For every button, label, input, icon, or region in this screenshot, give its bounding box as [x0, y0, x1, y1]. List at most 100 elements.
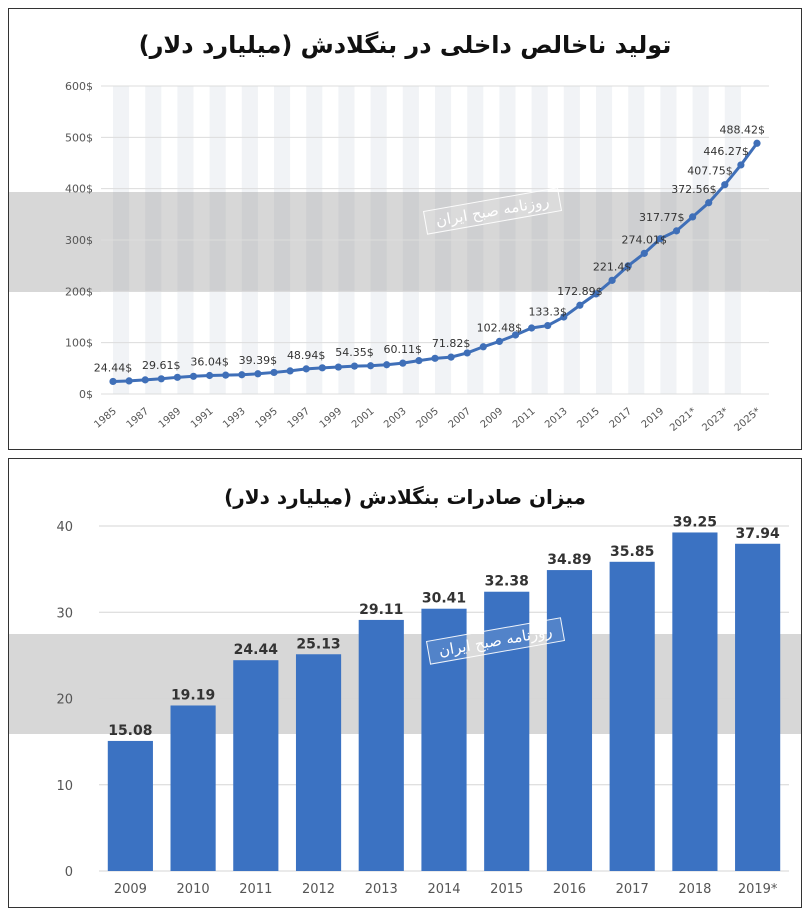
gdp-data-point [672, 227, 681, 235]
gdp-data-label: 36.04$ [190, 355, 229, 368]
gdp-data-point [415, 357, 423, 365]
y-tick-label: 0 [65, 865, 73, 880]
gdp-data-label: 274.01$ [622, 233, 668, 246]
gdp-data-point [222, 371, 230, 379]
gdp-data-label: 221.4$ [593, 260, 632, 273]
export-value-label: 35.85 [610, 544, 654, 560]
gdp-data-label: 24.44$ [94, 361, 133, 374]
x-tick-label: 2023* [700, 406, 730, 434]
x-tick-label: 2007 [447, 406, 474, 431]
gdp-data-label: 54.35$ [335, 346, 374, 359]
gdp-data-point [189, 372, 198, 380]
x-tick-label: 2009 [479, 406, 506, 431]
gdp-data-point [511, 331, 520, 339]
x-tick-label: 1995 [253, 406, 280, 431]
export-bar [609, 561, 655, 871]
x-tick-label: 2021* [668, 406, 698, 434]
gdp-line-chart: 0$100$200$300$400$500$600$1985 1987 1989 19… [9, 80, 801, 434]
gdp-data-point [431, 354, 439, 362]
x-tick-label: 2017 [616, 882, 649, 897]
gdp-data-point [399, 359, 407, 367]
y-tick-label: 200$ [65, 285, 93, 298]
gdp-data-point [286, 367, 294, 375]
export-value-label: 32.38 [485, 574, 529, 590]
gdp-data-point [254, 370, 262, 378]
gdp-data-point [705, 199, 713, 207]
x-tick-label: 2013 [365, 882, 398, 897]
x-tick-label: 1993 [221, 406, 248, 431]
x-tick-label: 2005 [414, 406, 441, 431]
export-value-label: 25.13 [296, 636, 340, 652]
gdp-data-label: 71.82$ [432, 337, 471, 350]
gdp-data-point [141, 376, 149, 384]
gdp-data-point [576, 301, 584, 309]
y-tick-label: 30 [56, 606, 73, 621]
x-tick-label: 2017 [608, 406, 635, 431]
gdp-data-label: 407.75$ [687, 165, 733, 178]
export-bar [421, 608, 467, 871]
gdp-data-label: 48.94$ [287, 349, 326, 362]
gdp-data-label: 39.39$ [239, 354, 278, 367]
gdp-data-point [157, 375, 165, 383]
gdp-data-point [238, 371, 246, 379]
gdp-chart-title: تولید ناخالص داخلی در بنگلادش (میلیارد د… [138, 31, 672, 59]
x-tick-label: 1999 [318, 406, 345, 431]
gdp-data-point [640, 249, 648, 257]
gdp-data-point [544, 321, 552, 330]
gdp-data-point [367, 362, 375, 370]
exports-bar-chart: 0 10 20 30 40 15.08 2009 19.19 2010 24.44 2011 25.1… [9, 514, 801, 897]
gdp-data-point [495, 337, 503, 345]
watermark-band [9, 634, 801, 734]
x-tick-label: 1997 [286, 406, 313, 431]
gdp-data-point [479, 343, 487, 351]
exports-chart-title: میزان صادرات بنگلادش (میلیارد دلار) [224, 485, 586, 509]
gdp-data-label: 488.42$ [720, 123, 766, 136]
gdp-data-point [125, 377, 133, 385]
export-value-label: 37.94 [735, 526, 780, 542]
gdp-data-point [318, 364, 326, 372]
x-tick-label: 2010 [177, 882, 210, 897]
gdp-data-label: 317.77$ [639, 211, 685, 224]
watermark-band [9, 192, 801, 292]
export-value-label: 15.08 [108, 723, 152, 739]
y-tick-label: 600$ [65, 80, 93, 93]
x-tick-label: 2019 [640, 406, 667, 431]
x-tick-label: 1989 [157, 406, 184, 431]
y-tick-label: 100$ [65, 337, 93, 350]
export-bar [170, 705, 216, 871]
gdp-data-point [721, 181, 729, 189]
gdp-data-point [173, 373, 181, 381]
export-bar [484, 591, 530, 871]
x-tick-label: 2012 [302, 882, 335, 897]
gdp-data-point [302, 365, 310, 373]
gdp-data-label: 372.56$ [671, 183, 717, 196]
x-tick-label: 2018 [678, 882, 711, 897]
export-bar [233, 660, 279, 871]
gdp-data-label: 172.89$ [557, 285, 603, 298]
gdp-data-point [608, 276, 616, 284]
gdp-data-label: 60.11$ [384, 343, 423, 356]
gdp-data-label: 29.61$ [142, 359, 181, 372]
gdp-data-point [737, 161, 745, 169]
export-bar [358, 619, 404, 871]
gdp-data-point [270, 368, 278, 377]
x-tick-label: 1991 [189, 406, 216, 431]
gdp-data-point [528, 324, 536, 332]
gdp-chart-panel: تولید ناخالص داخلی در بنگلادش (میلیارد د… [8, 8, 802, 450]
export-bar [107, 740, 153, 871]
export-bar [672, 532, 718, 871]
gdp-data-point [753, 139, 761, 147]
gdp-data-point [689, 213, 697, 221]
gdp-data-point [656, 235, 665, 243]
export-value-label: 34.89 [547, 552, 591, 568]
gdp-data-point [383, 361, 391, 369]
gdp-data-label: 102.48$ [477, 321, 523, 334]
x-tick-label: 2025* [733, 406, 763, 434]
x-tick-label: 2011 [239, 882, 272, 897]
gdp-data-point [206, 371, 214, 380]
y-tick-label: 0$ [79, 388, 93, 401]
gdp-data-point [560, 313, 568, 321]
y-tick-label: 400$ [65, 183, 93, 196]
x-tick-label: 2014 [427, 882, 460, 897]
x-tick-label: 2019* [738, 882, 778, 897]
